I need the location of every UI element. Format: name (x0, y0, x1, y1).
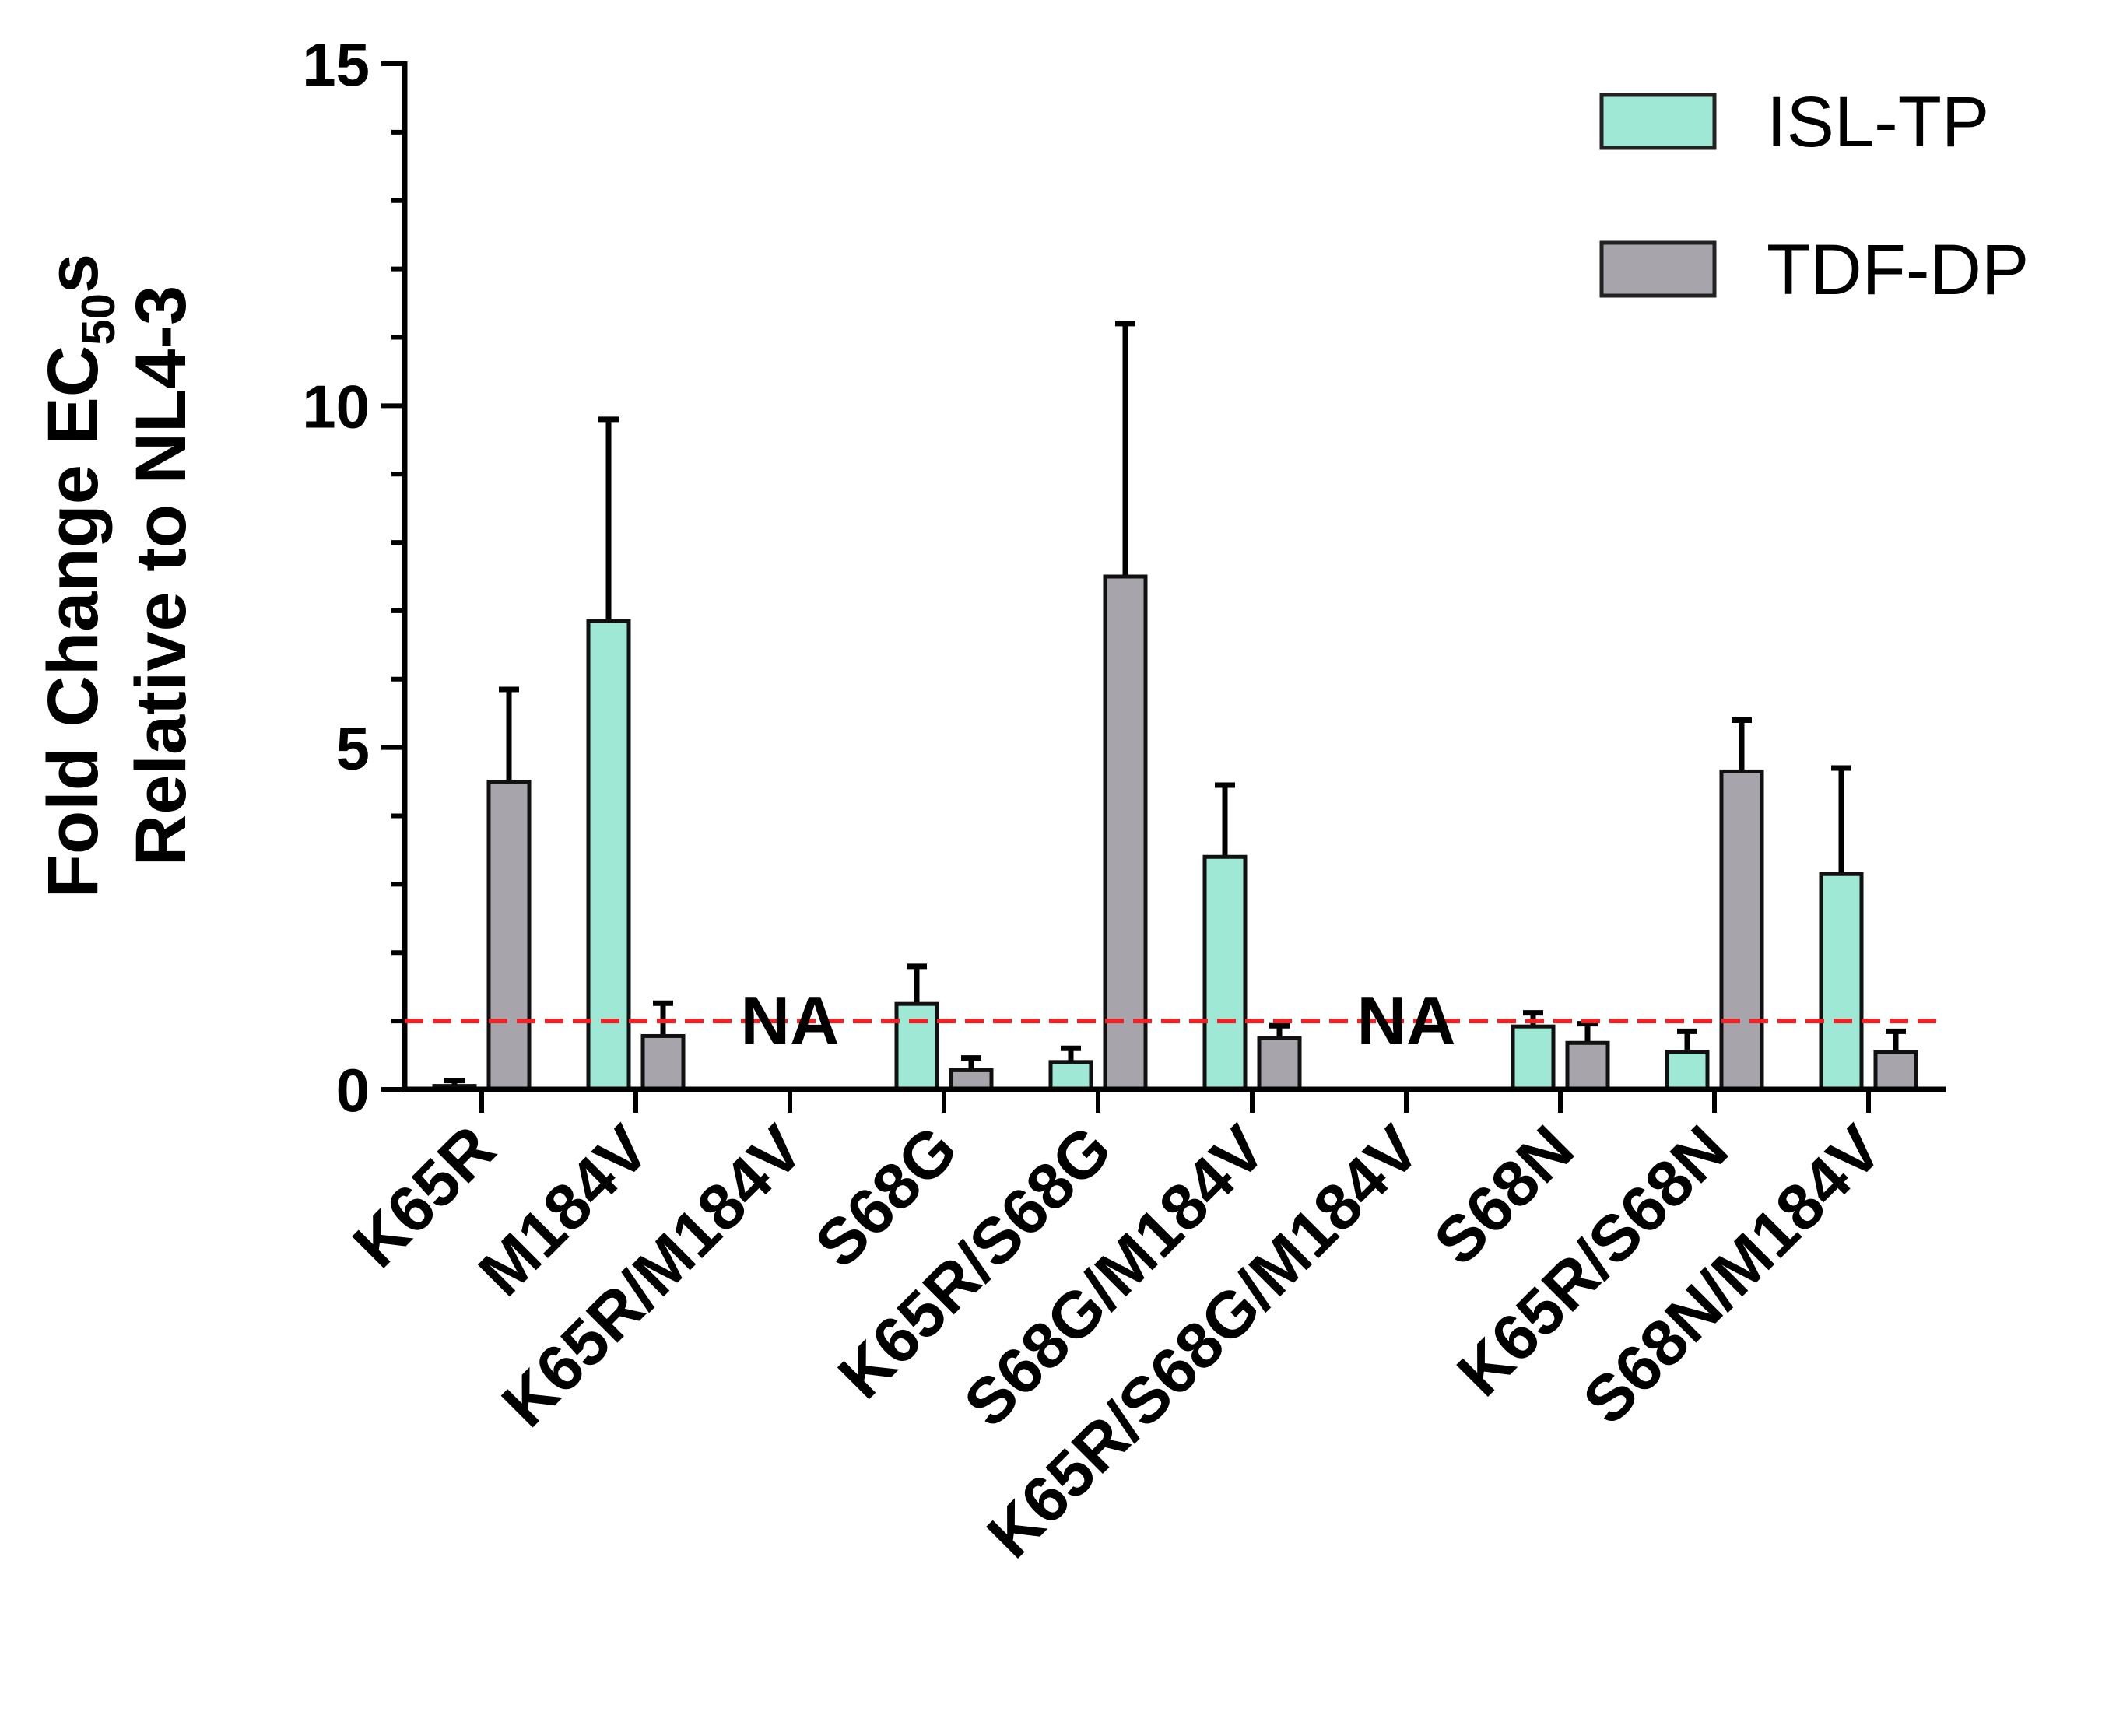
bar-tdf-dp-s68n (1565, 1040, 1610, 1092)
y-tick-label: 0 (336, 1056, 370, 1124)
bar-tdf-dp-k65r-s68g (1103, 574, 1148, 1092)
bar-isl-tp-k65r-s68n (1665, 1050, 1710, 1092)
bar-tdf-dp-s68g (949, 1068, 994, 1092)
bar-tdf-dp-m184v (640, 1033, 686, 1092)
bar-isl-tp-s68g-m184v (1202, 854, 1248, 1092)
legend-swatch-tdf-dp (1599, 240, 1717, 298)
y-tick-label: 5 (336, 714, 370, 783)
y-axis-title-line1: Fold Change EC50s (33, 254, 125, 898)
y-axis: 0 5 10 15 (302, 30, 408, 1124)
bar-tdf-dp-s68g-m184v (1257, 1036, 1302, 1092)
x-axis: K65RM184VK65R/M184VS68GK65R/S68GS68G/M18… (339, 1086, 1946, 1572)
bar-isl-tp-k65r-s68g (1048, 1060, 1093, 1092)
bar-tdf-dp-k65r-s68n (1719, 769, 1764, 1092)
y-axis-title-line2: Relative to NL4-3 (121, 286, 201, 866)
legend: ISL-TP TDF-DP (1599, 82, 2029, 310)
y-tick-label: 15 (302, 30, 370, 99)
na-label: NA (1356, 982, 1455, 1059)
legend-label-tdf-dp: TDF-DP (1767, 230, 2029, 310)
bars (432, 321, 1918, 1092)
y-tick-label: 10 (302, 372, 370, 440)
bar-tdf-dp-s68n-m184v (1873, 1050, 1918, 1092)
bar-tdf-dp-k65r (486, 780, 532, 1092)
legend-swatch-isl-tp (1599, 93, 1717, 150)
bar-isl-tp-s68n (1511, 1024, 1556, 1092)
legend-label-isl-tp: ISL-TP (1767, 82, 1989, 162)
na-label: NA (740, 982, 839, 1059)
reference-line-group: NA NA (405, 982, 1946, 1059)
y-axis-title: Fold Change EC50s Relative to NL4-3 (33, 254, 201, 898)
bar-isl-tp-s68n-m184v (1819, 872, 1864, 1092)
bar-isl-tp-s68g (894, 1001, 939, 1092)
